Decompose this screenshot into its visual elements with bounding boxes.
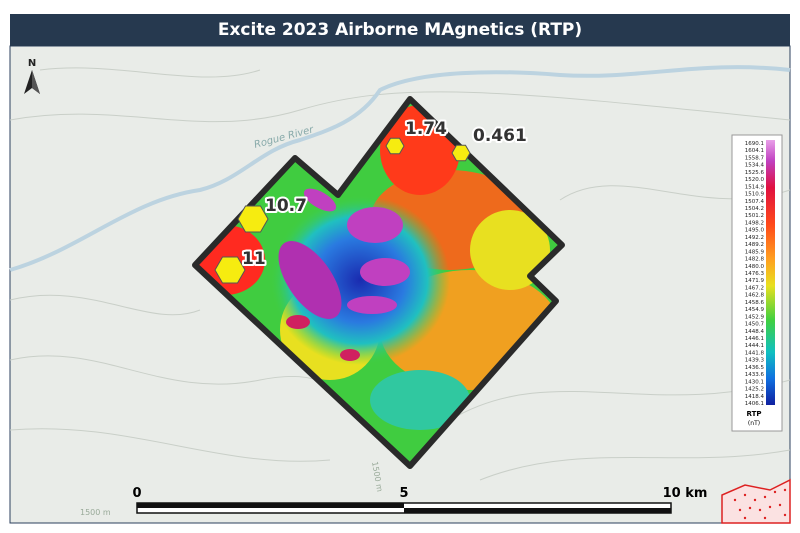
legend-label: 1425.2 xyxy=(745,387,764,393)
legend-label: 1462.8 xyxy=(745,293,765,299)
sample-marker xyxy=(214,256,246,284)
legend-title: RTP xyxy=(747,410,762,418)
scale-label: 0 xyxy=(132,486,141,501)
legend-label: 1406.1 xyxy=(745,401,764,407)
legend-label: 1534.4 xyxy=(745,163,765,169)
legend-label: 1439.3 xyxy=(745,358,765,364)
legend-label: 1498.2 xyxy=(745,220,764,226)
legend-label: 1485.9 xyxy=(745,249,765,255)
legend-label: 1507.4 xyxy=(745,199,765,205)
north-label: N xyxy=(28,58,36,69)
legend-label: 1418.4 xyxy=(745,394,765,400)
title: Excite 2023 Airborne MAgnetics (RTP) xyxy=(218,20,582,40)
claim-area xyxy=(721,478,791,524)
legend-label: 1436.5 xyxy=(745,365,765,371)
legend-label: 1525.6 xyxy=(745,170,765,176)
legend-label: 1441.8 xyxy=(745,350,765,356)
scale-label: 5 xyxy=(399,486,408,501)
sample-label: 0.461 xyxy=(473,126,527,146)
survey-outline xyxy=(192,96,565,469)
legend-label: 1501.2 xyxy=(745,213,764,219)
legend-label: 1444.1 xyxy=(745,343,764,349)
legend-label: 1514.9 xyxy=(745,184,765,190)
north-arrow xyxy=(24,70,40,94)
legend-label: 1510.9 xyxy=(745,192,765,198)
legend-label: 1604.1 xyxy=(745,148,764,154)
legend-label: 1448.4 xyxy=(745,329,765,335)
sample-label: 1.74 xyxy=(405,119,447,139)
legend-label: 1446.1 xyxy=(745,336,764,342)
legend-label: 1489.2 xyxy=(745,242,764,248)
claim-pattern xyxy=(733,488,787,520)
legend-label: 1492.2 xyxy=(745,235,764,241)
legend-unit: (nT) xyxy=(748,420,760,427)
sample-label: 11 xyxy=(242,249,266,269)
legend-label: 1480.0 xyxy=(745,264,765,270)
legend-label: 1454.9 xyxy=(745,307,765,313)
river xyxy=(9,65,791,272)
legend-label: 1458.6 xyxy=(745,300,765,306)
legend-label: 1504.2 xyxy=(745,206,764,212)
sample-marker xyxy=(451,144,471,162)
scale-label: 10 km xyxy=(663,486,708,501)
legend-label: 1495.0 xyxy=(745,228,765,234)
legend-label: 1520.0 xyxy=(745,177,765,183)
legend-label: 1476.3 xyxy=(745,271,765,277)
legend-label: 1471.9 xyxy=(745,278,765,284)
legend-colorbar xyxy=(766,140,775,405)
sample-label: 10.7 xyxy=(265,196,307,216)
legend-label: 1690.1 xyxy=(745,141,764,147)
legend-label: 1558.7 xyxy=(745,155,765,161)
legend-label: 1467.2 xyxy=(745,285,764,291)
sample-marker xyxy=(237,205,269,233)
legend-label: 1430.1 xyxy=(745,379,764,385)
title-bar xyxy=(10,14,790,46)
legend-label: 1433.6 xyxy=(745,372,765,378)
contour-label: 1500 m xyxy=(80,508,111,517)
legend-label: 1482.8 xyxy=(745,257,765,263)
scale-bar-segment xyxy=(404,508,671,513)
sample-marker xyxy=(385,137,405,155)
legend-label: 1452.9 xyxy=(745,314,765,320)
samples: 11 10.7 1.74 0.461 xyxy=(214,117,529,284)
legend-label: 1450.7 xyxy=(745,322,765,328)
scale-bar-segment xyxy=(137,503,404,508)
